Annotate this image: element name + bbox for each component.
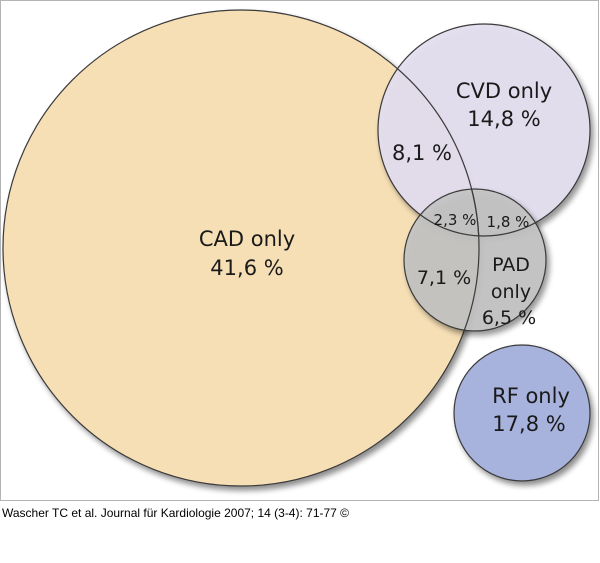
pad-only-value: 6,5 %: [482, 307, 536, 329]
pad-circle: [403, 188, 547, 332]
rf-circle: [453, 344, 591, 482]
cad-only-label: CAD only: [199, 227, 295, 251]
cad-cvd-pad-overlap-value: 2,3 %: [434, 211, 477, 229]
cad-outline-in-pad: [404, 189, 480, 331]
cvd-only-label: CVD only: [456, 79, 552, 103]
venn-diagram-panel: CAD only 41,6 % CVD only 14,8 % 8,1 % 2,…: [0, 0, 599, 501]
cvd-only-value: 14,8 %: [467, 107, 540, 131]
cvd-outline-in-pad: [404, 189, 546, 237]
venn-diagram: CAD only 41,6 % CVD only 14,8 % 8,1 % 2,…: [2, 9, 591, 487]
cad-cvd-overlap-value: 8,1 %: [392, 141, 452, 165]
citation-text: Wascher TC et al. Journal für Kardiologi…: [2, 506, 350, 520]
cad-pad-overlap-value: 7,1 %: [417, 267, 471, 289]
rf-only-label: RF only: [492, 384, 570, 408]
cad-only-value: 41,6 %: [210, 256, 283, 280]
pad-only-label-line2: only: [491, 281, 531, 303]
cvd-pad-overlap-value: 1,8 %: [487, 213, 530, 231]
rf-only-value: 17,8 %: [492, 412, 565, 436]
pad-only-label-line1: PAD: [492, 254, 530, 276]
